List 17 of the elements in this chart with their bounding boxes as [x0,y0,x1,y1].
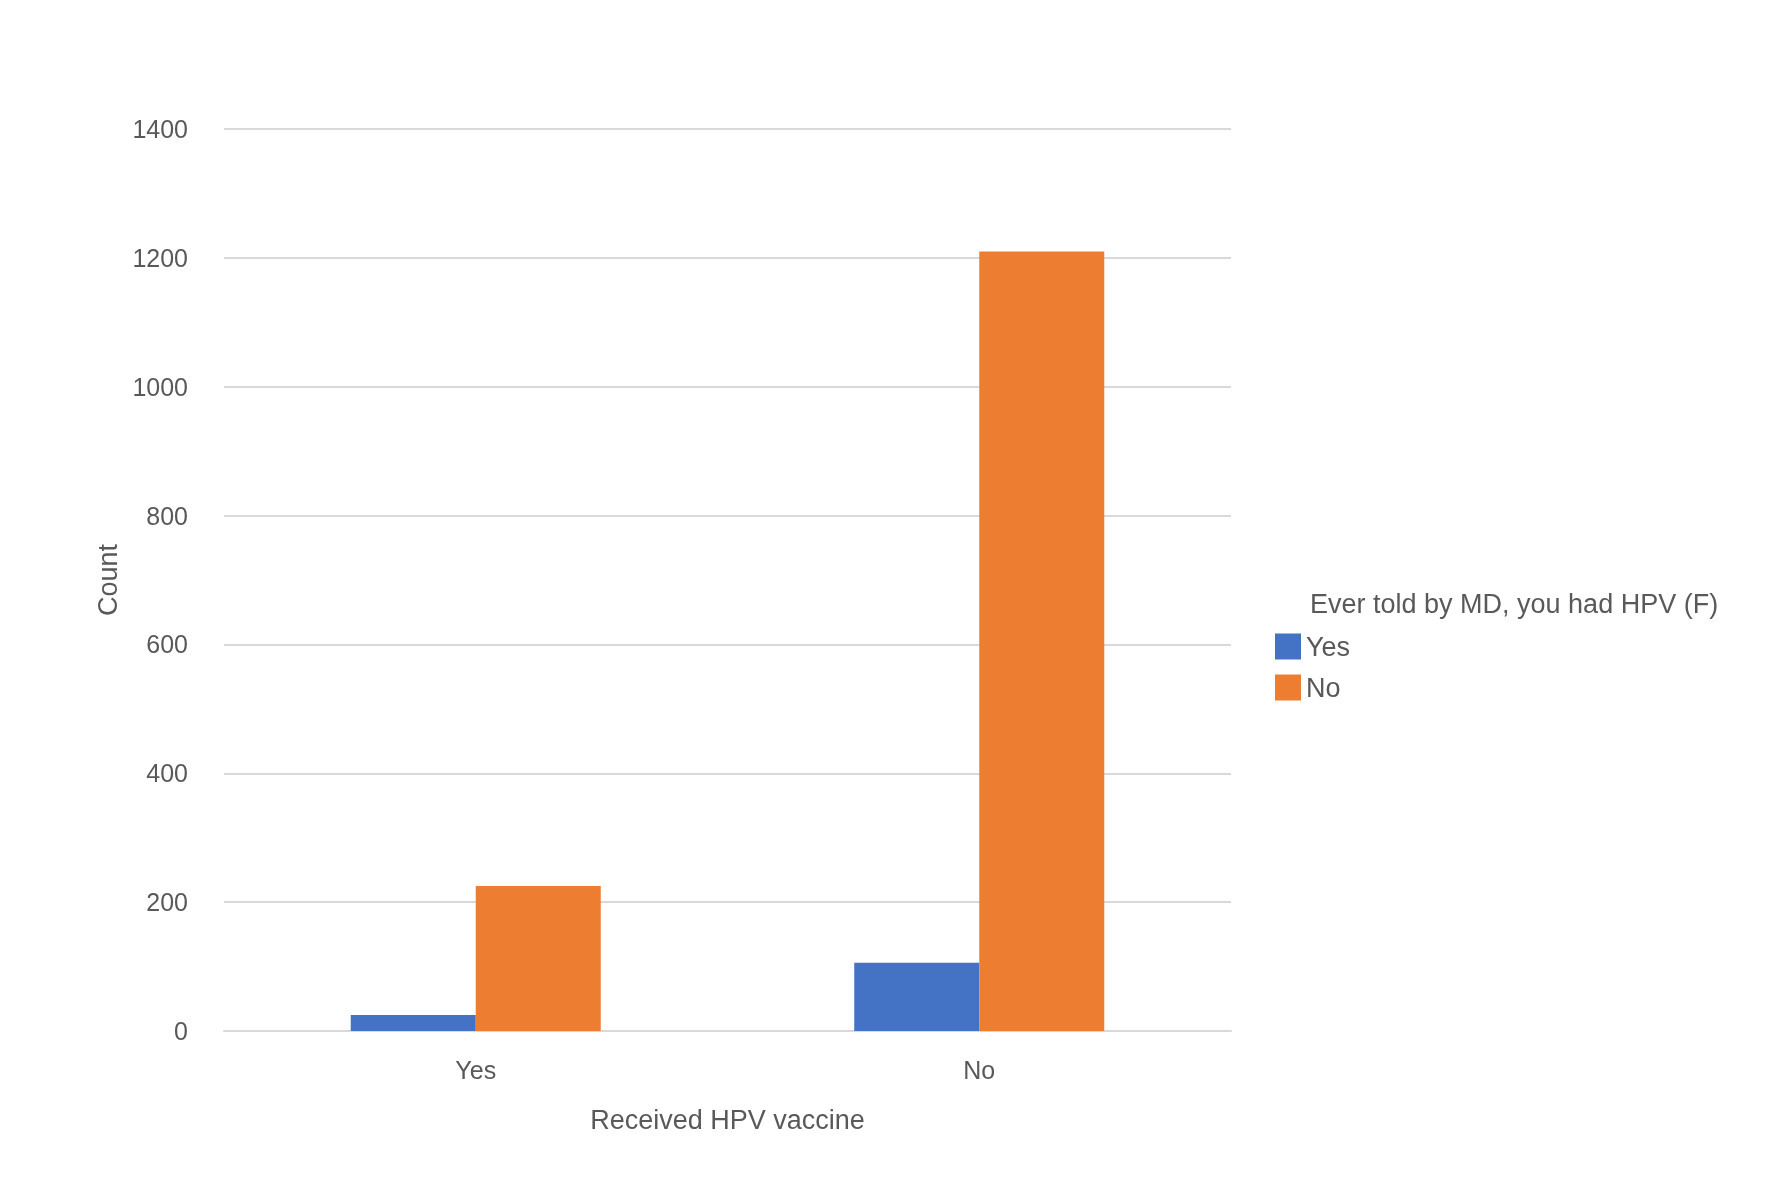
y-tick-label: 800 [146,501,188,530]
y-tick-label: 600 [146,630,188,659]
y-tick-label: 1200 [132,243,188,272]
y-tick-label: 1000 [132,372,188,401]
legend-label: No [1306,672,1341,703]
y-tick-label: 400 [146,759,188,788]
legend-label: Yes [1306,631,1351,662]
legend-title: Ever told by MD, you had HPV (F) [1310,588,1719,619]
y-axis-title: Count [92,543,123,617]
y-tick-label: 200 [146,888,188,917]
bar [350,1014,476,1031]
y-tick-label: 1400 [132,115,188,143]
bar [854,962,980,1031]
bar [475,886,601,1031]
bar [979,251,1105,1031]
y-tick-label: 0 [174,1017,188,1045]
x-axis-title: Received HPV vaccine [590,1104,865,1135]
